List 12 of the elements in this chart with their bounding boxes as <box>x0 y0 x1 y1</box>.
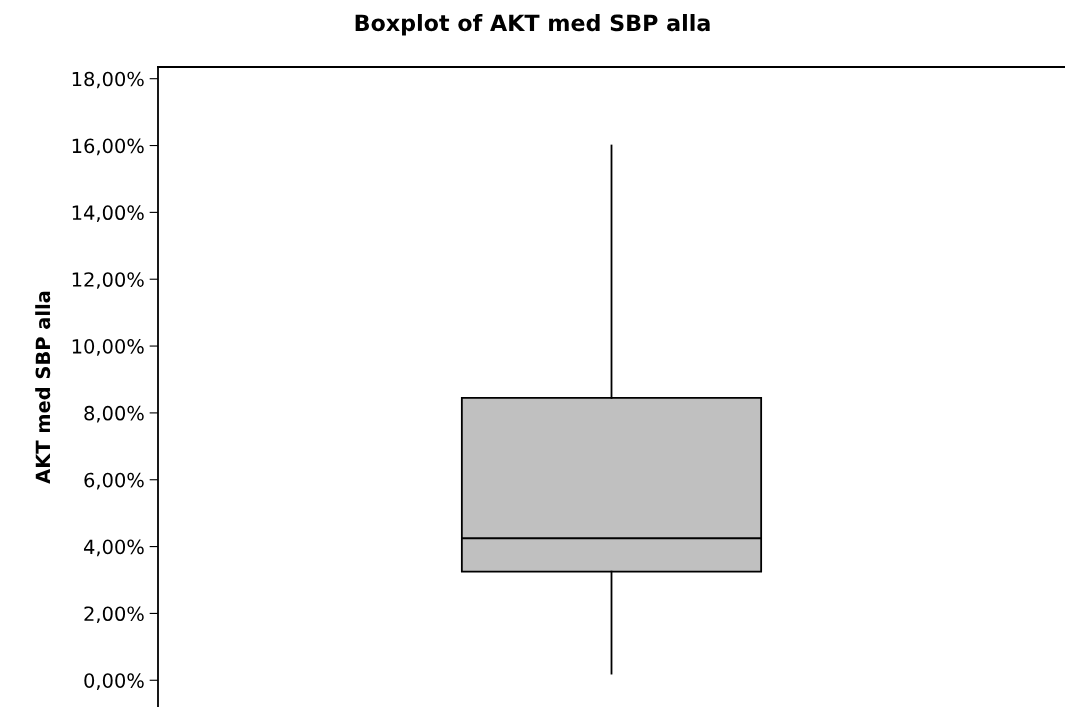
y-tick-label: 4,00% <box>83 539 144 557</box>
y-tick-label: 16,00% <box>72 138 144 156</box>
chart-title: Boxplot of AKT med SBP alla <box>355 13 710 36</box>
y-tick-label: 14,00% <box>72 205 144 223</box>
y-tick-label: 12,00% <box>72 272 144 289</box>
y-tick-label: 18,00% <box>72 71 144 89</box>
y-axis-title: AKT med SBP alla <box>35 291 51 484</box>
y-tick-label: 6,00% <box>84 472 144 490</box>
y-tick-label: 2,00% <box>84 606 144 624</box>
y-tick-label: 10,00% <box>72 339 144 356</box>
y-tick-label: 0,00% <box>84 673 144 690</box>
y-tick-label: 8,00% <box>84 405 144 423</box>
